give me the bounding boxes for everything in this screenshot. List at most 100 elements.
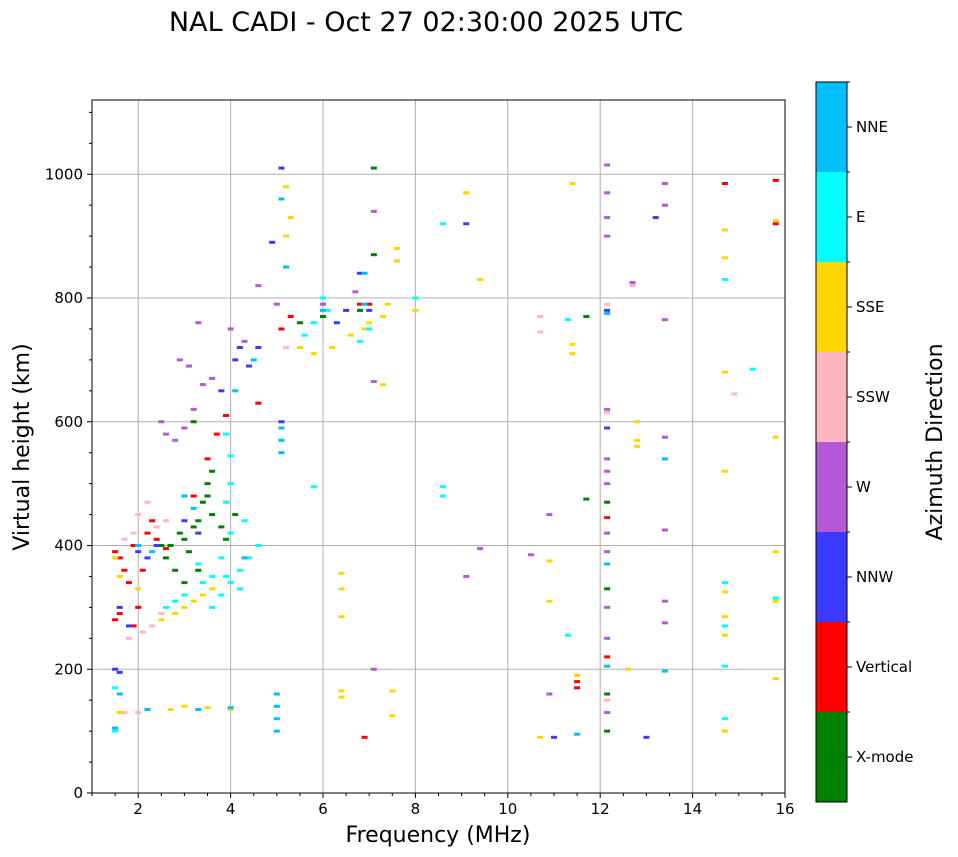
data-point-nnw (181, 519, 188, 523)
data-point-ssw (149, 624, 156, 628)
data-point-w (604, 605, 611, 609)
data-point-sse (204, 706, 211, 710)
data-point-w (320, 302, 326, 306)
data-point-x-mode (604, 729, 611, 733)
data-point-e (199, 581, 206, 585)
data-point-x-mode (204, 494, 211, 498)
data-point-vertical (361, 735, 368, 739)
data-point-nne (190, 506, 197, 510)
data-point-nnw (125, 624, 132, 628)
data-point-x-mode (370, 166, 377, 170)
data-points (112, 163, 779, 739)
data-point-sse (634, 445, 641, 448)
data-point-w (199, 383, 206, 387)
data-point-sse (634, 420, 641, 424)
data-point-sse (393, 259, 400, 263)
data-point-w (604, 216, 611, 220)
data-point-w (370, 667, 377, 671)
colorbar-category-label: SSE (856, 298, 885, 316)
data-point-nne (604, 664, 611, 668)
data-point-ssw (121, 537, 128, 541)
data-point-nnw (333, 321, 340, 325)
data-point-e (412, 296, 419, 300)
data-point-nne (661, 669, 668, 673)
data-point-x-mode (195, 568, 202, 572)
data-point-nnw (643, 735, 650, 739)
colorbar-category-label: W (856, 478, 871, 496)
data-point-x-mode (199, 500, 206, 504)
data-point-ssw (135, 711, 142, 715)
x-axis-ticks: 2 4 6 8 10 12 14 16 (91, 793, 795, 818)
data-point-sse (389, 689, 396, 693)
data-point-sse (569, 352, 576, 356)
colorbar-frame (815, 81, 848, 803)
data-point-e (209, 605, 216, 609)
data-point-w (604, 711, 611, 715)
data-point-e (227, 531, 234, 535)
data-point-x-mode (195, 519, 202, 523)
data-point-x-mode (209, 469, 216, 473)
data-point-sse (116, 711, 123, 715)
data-point-w (661, 435, 668, 439)
data-point-nnw (604, 308, 611, 312)
data-point-vertical (116, 556, 123, 560)
data-point-e (241, 519, 248, 523)
data-point-sse (569, 182, 576, 186)
data-point-nne (320, 308, 326, 312)
data-point-sse (361, 327, 368, 331)
data-point-e (721, 717, 728, 721)
data-point-vertical (162, 547, 169, 551)
data-point-vertical (139, 568, 146, 572)
data-point-sse (721, 729, 728, 733)
data-point-x-mode (190, 420, 197, 424)
plot-frame (91, 99, 786, 794)
data-point-w (352, 290, 359, 294)
data-point-vertical (153, 537, 160, 541)
data-point-sse (721, 615, 728, 619)
data-point-e (440, 222, 447, 226)
data-point-x-mode (222, 537, 229, 541)
data-point-nne (116, 692, 123, 696)
y-tick-label: 0 (73, 784, 83, 802)
colorbar-swatch (816, 532, 847, 622)
data-point-sse (329, 346, 336, 349)
data-point-vertical (604, 516, 611, 520)
data-point-sse (412, 308, 419, 312)
data-point-vertical (149, 519, 156, 523)
data-point-nnw (255, 346, 262, 349)
data-point-w (604, 469, 611, 473)
x-axis-label: Frequency (MHz) (346, 823, 531, 848)
data-point-nnw (604, 426, 611, 430)
data-point-nne (149, 550, 156, 554)
data-point-ssw (135, 513, 142, 517)
data-point-e (564, 633, 571, 637)
data-point-vertical (574, 686, 581, 690)
data-point-x-mode (296, 321, 303, 325)
data-point-vertical (721, 182, 728, 186)
data-point-x-mode (218, 525, 225, 529)
data-point-nne (144, 707, 151, 711)
data-point-sse (721, 370, 728, 374)
data-point-w (604, 457, 611, 461)
data-point-ssw (158, 612, 165, 616)
data-point-w (477, 547, 484, 551)
data-point-nnw (112, 667, 119, 671)
data-point-nnw (218, 389, 225, 393)
data-point-x-mode (181, 537, 188, 541)
data-point-nne (361, 271, 368, 275)
data-point-nnw (343, 308, 350, 312)
data-point-sse (190, 599, 197, 603)
data-point-x-mode (604, 692, 611, 696)
data-point-nnw (135, 550, 142, 554)
data-point-vertical (204, 457, 211, 461)
data-point-x-mode (583, 497, 590, 501)
data-point-e (749, 367, 756, 371)
data-point-nnw (278, 166, 285, 170)
x-tick-label: 14 (683, 800, 702, 818)
y-tick-label: 600 (54, 413, 83, 431)
data-point-w (195, 321, 202, 325)
data-point-e (218, 556, 225, 560)
data-point-vertical (190, 494, 197, 498)
data-point-nne (273, 729, 280, 733)
data-point-sse (338, 695, 345, 699)
